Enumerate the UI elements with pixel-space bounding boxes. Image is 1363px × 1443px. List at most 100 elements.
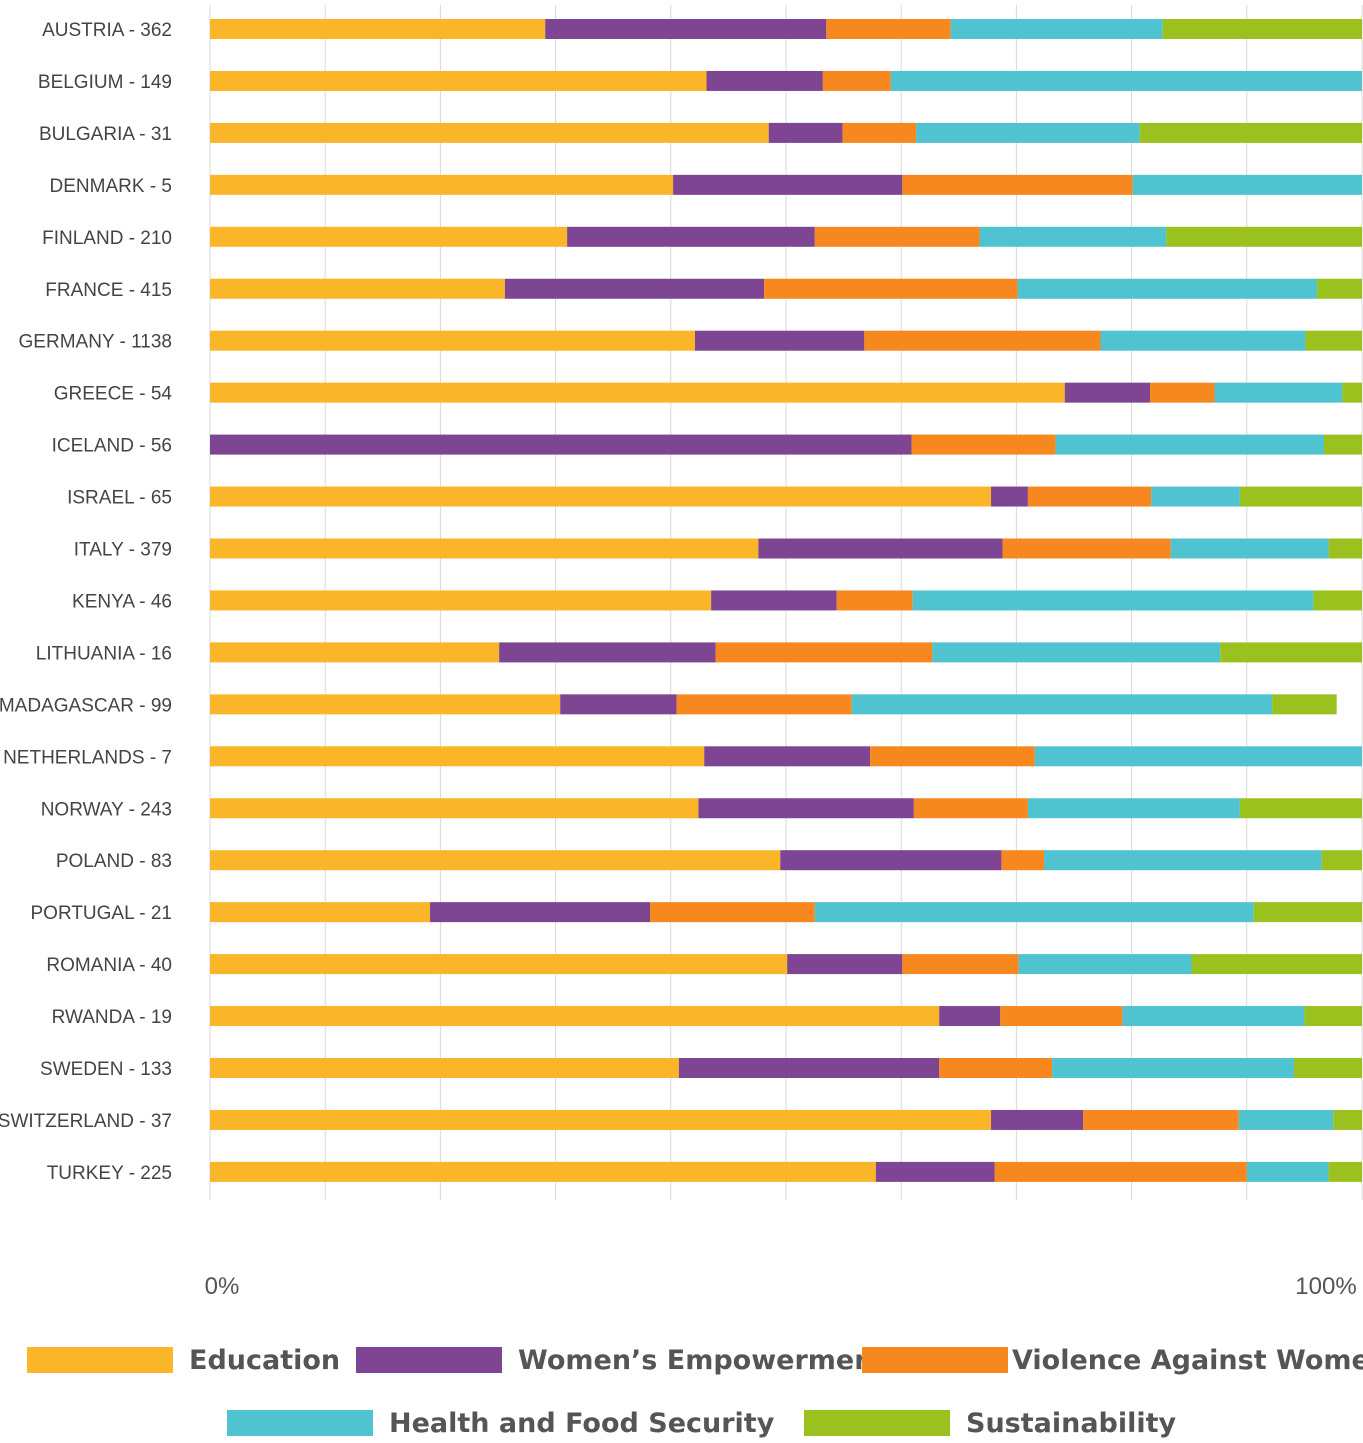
- bar-education: [210, 642, 500, 663]
- legend-item-sustainability: Sustainability: [804, 1403, 1176, 1443]
- legend-label-womens-empowerment: Women’s Empowerment: [518, 1344, 887, 1376]
- legend-label-health-food-security: Health and Food Security: [389, 1407, 775, 1439]
- legend-swatch-health-food-security: [227, 1410, 373, 1436]
- bar-women-s-empowerment: [704, 746, 871, 767]
- bar-sustainability: [1191, 954, 1362, 975]
- bar-education: [210, 1006, 940, 1027]
- category-label: MADAGASCAR - 99: [0, 695, 172, 716]
- category-label: TURKEY - 225: [47, 1163, 172, 1184]
- bar-violence-against-women: [1150, 382, 1215, 403]
- bar-violence-against-women: [842, 122, 917, 143]
- bar-women-s-empowerment: [504, 278, 765, 299]
- bar-women-s-empowerment: [768, 122, 843, 143]
- bar-health-and-food-security: [950, 19, 1163, 39]
- category-label: ROMANIA - 40: [46, 955, 172, 976]
- bar-violence-against-women: [870, 746, 1035, 767]
- bar-education: [210, 902, 431, 923]
- legend-swatch-education: [27, 1347, 173, 1373]
- category-label: NORWAY - 243: [41, 799, 172, 820]
- bar-health-and-food-security: [1122, 1006, 1305, 1027]
- bar-sustainability: [1321, 850, 1362, 871]
- category-label: ICELAND - 56: [52, 436, 172, 457]
- bar-health-and-food-security: [1034, 746, 1362, 767]
- bar-women-s-empowerment: [678, 1058, 940, 1078]
- bar-sustainability: [1162, 19, 1362, 39]
- bar-education: [210, 122, 769, 143]
- bar-sustainability: [1253, 902, 1362, 923]
- bar-women-s-empowerment: [499, 642, 716, 663]
- bar-health-and-food-security: [1132, 174, 1362, 195]
- bar-violence-against-women: [1083, 1109, 1239, 1130]
- legend-label-violence-against-women: Violence Against Women: [1012, 1344, 1363, 1376]
- bar-education: [210, 174, 674, 195]
- category-label: LITHUANIA - 16: [36, 643, 172, 664]
- bar-education: [210, 954, 788, 975]
- bar-women-s-empowerment: [711, 590, 837, 611]
- bar-health-and-food-security: [1246, 1161, 1329, 1182]
- bar-sustainability: [1139, 122, 1362, 143]
- category-label: DENMARK - 5: [50, 176, 172, 197]
- bar-health-and-food-security: [814, 902, 1254, 923]
- bar-violence-against-women: [994, 1161, 1247, 1182]
- bar-sustainability: [1317, 278, 1362, 299]
- bar-women-s-empowerment: [875, 1161, 995, 1182]
- category-label: POLAND - 83: [56, 851, 172, 872]
- bar-women-s-empowerment: [545, 19, 827, 39]
- bar-health-and-food-security: [1017, 278, 1318, 299]
- category-label: BULGARIA - 31: [39, 124, 172, 145]
- legend-item-health-food-security: Health and Food Security: [227, 1403, 774, 1443]
- bar-women-s-empowerment: [673, 174, 903, 195]
- legend-item-education: Education: [27, 1340, 340, 1380]
- bar-sustainability: [1166, 226, 1362, 247]
- bar-violence-against-women: [676, 694, 852, 715]
- bar-sustainability: [1294, 1058, 1362, 1078]
- bar-violence-against-women: [911, 434, 1056, 455]
- bar-sustainability: [1313, 590, 1362, 611]
- bar-violence-against-women: [822, 70, 891, 91]
- category-label: KENYA - 46: [72, 591, 172, 612]
- bar-violence-against-women: [814, 226, 980, 247]
- category-label: GERMANY - 1138: [19, 332, 172, 353]
- category-label: SWITZERLAND - 37: [0, 1111, 172, 1132]
- legend-item-violence-against-women: Violence Against Women: [862, 1340, 1363, 1380]
- bar-education: [210, 590, 712, 611]
- bar-women-s-empowerment: [939, 1006, 1001, 1027]
- bar-education: [210, 1109, 992, 1130]
- bar-women-s-empowerment: [698, 798, 914, 819]
- x-tick-100: 100%: [1295, 1273, 1356, 1300]
- bar-violence-against-women: [715, 642, 933, 663]
- bar-health-and-food-security: [979, 226, 1167, 247]
- bar-sustainability: [1239, 486, 1362, 507]
- bar-health-and-food-security: [1055, 434, 1324, 455]
- bar-education: [210, 70, 707, 91]
- bar-education: [210, 798, 699, 819]
- category-label: BELGIUM - 149: [38, 72, 172, 93]
- bar-health-and-food-security: [1151, 486, 1240, 507]
- bar-women-s-empowerment: [780, 850, 1002, 871]
- bar-health-and-food-security: [890, 70, 1362, 91]
- bar-education: [210, 538, 759, 559]
- bar-women-s-empowerment: [430, 902, 651, 923]
- bar-women-s-empowerment: [1064, 382, 1151, 403]
- bar-women-s-empowerment: [787, 954, 903, 975]
- bar-education: [210, 382, 1065, 403]
- bar-education: [210, 278, 505, 299]
- bar-health-and-food-security: [1170, 538, 1329, 559]
- bar-women-s-empowerment: [694, 330, 865, 351]
- legend-label-sustainability: Sustainability: [966, 1407, 1177, 1439]
- bar-education: [210, 1161, 876, 1182]
- bar-health-and-food-security: [1100, 330, 1306, 351]
- legend-item-womens-empowerment: Women’s Empowerment: [356, 1340, 886, 1380]
- category-label: GREECE - 54: [54, 384, 173, 405]
- legend-swatch-violence-against-women: [862, 1347, 1008, 1373]
- bar-health-and-food-security: [1052, 1058, 1295, 1078]
- bar-women-s-empowerment: [991, 1109, 1084, 1130]
- bar-women-s-empowerment: [706, 70, 823, 91]
- bar-sustainability: [1333, 1109, 1362, 1130]
- bar-health-and-food-security: [916, 122, 1140, 143]
- bar-health-and-food-security: [1044, 850, 1322, 871]
- bar-sustainability: [1328, 538, 1362, 559]
- bar-women-s-empowerment: [210, 434, 912, 455]
- category-label: PORTUGAL - 21: [31, 903, 173, 924]
- bar-sustainability: [1305, 330, 1362, 351]
